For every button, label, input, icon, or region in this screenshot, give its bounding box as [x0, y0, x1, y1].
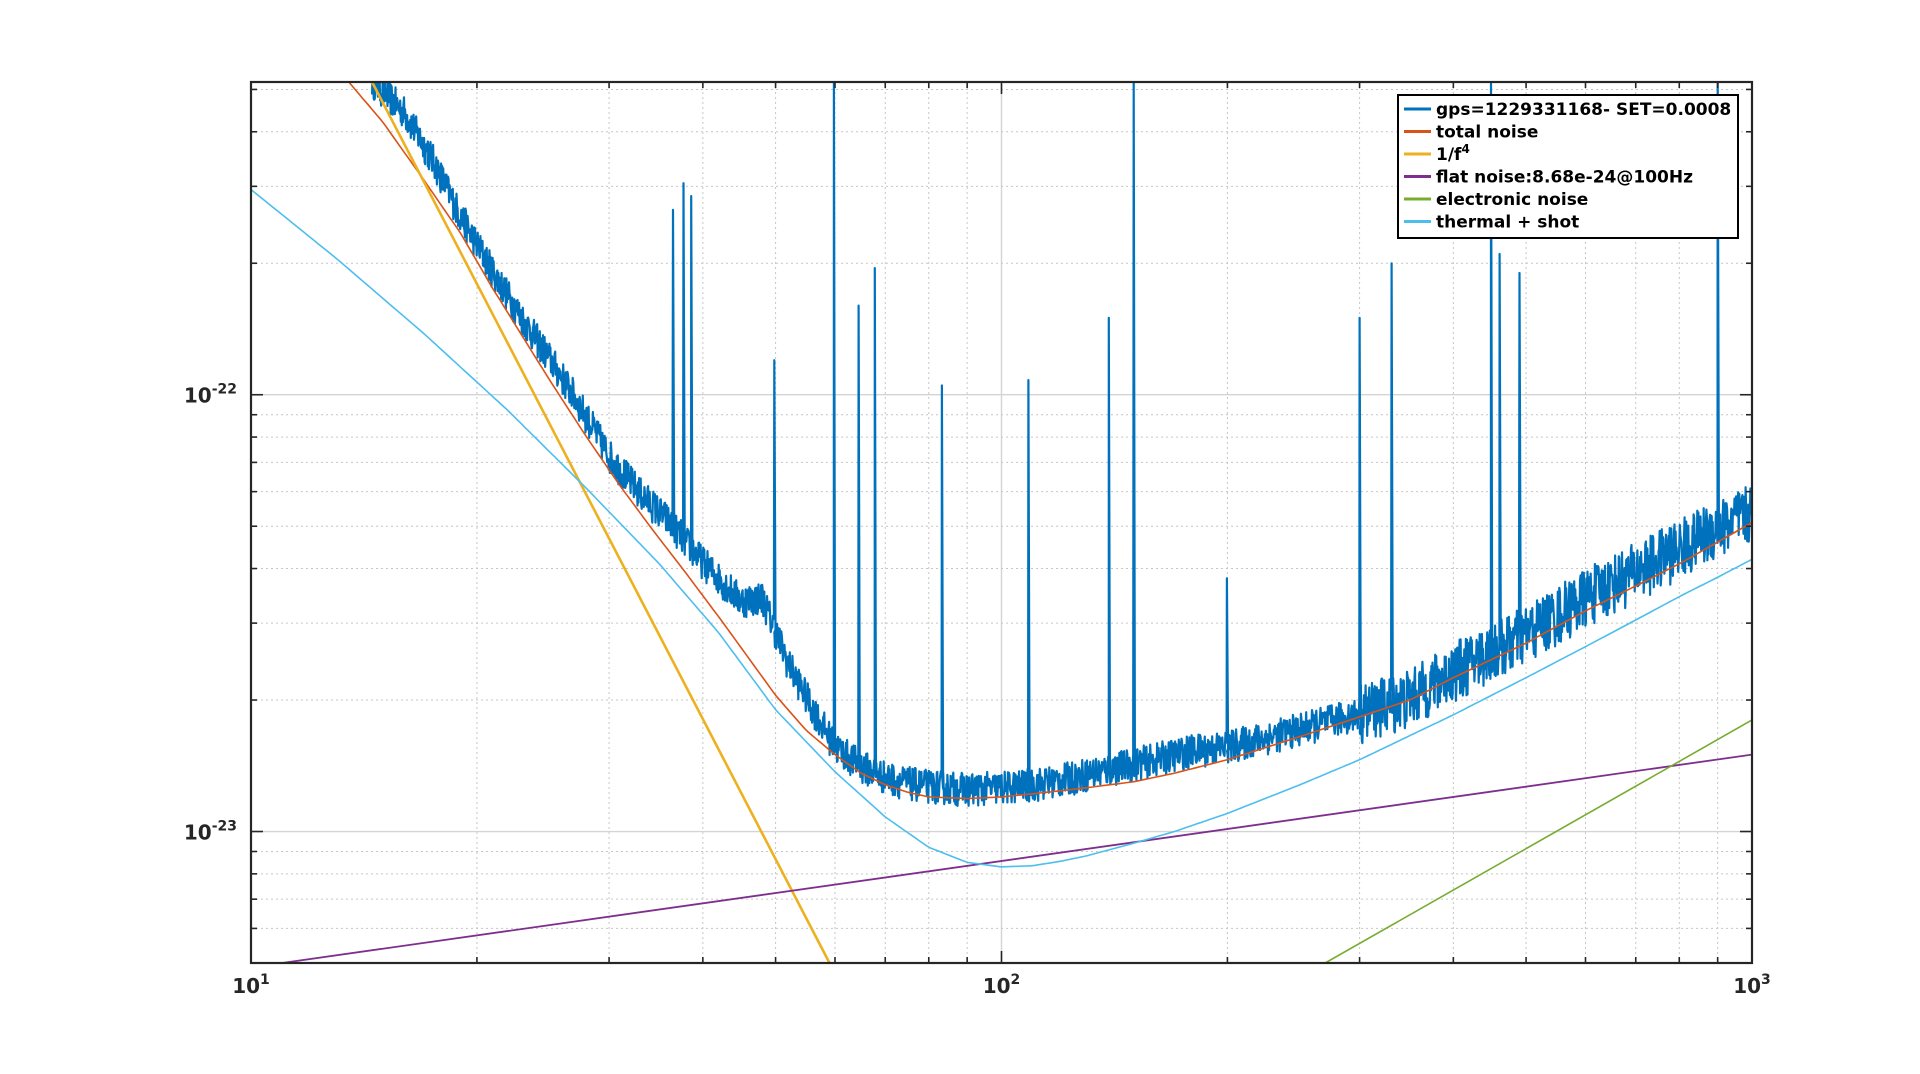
x-tick-label: 102 [983, 972, 1021, 998]
legend-entry: thermal + shot [1436, 213, 1579, 233]
series-line-5 [251, 188, 1752, 868]
series-line-1 [348, 82, 1752, 800]
legend-entry: flat noise:8.68e-24@100Hz [1436, 168, 1693, 188]
x-tick-label: 101 [232, 972, 270, 998]
series-line-4 [1324, 719, 1752, 963]
legend-entry: gps=1229331168- SET=0.0008 [1436, 100, 1731, 120]
axis-ticks: 101 102 103 10-23 10-22 [184, 82, 1771, 998]
legend-entry: total noise [1436, 123, 1538, 143]
legend-entry: 1/f4 [1436, 142, 1470, 165]
series-line-2 [370, 82, 831, 963]
legend-box [1397, 94, 1739, 239]
y-tick-label: 10-22 [184, 382, 237, 408]
legend: gps=1229331168- SET=0.0008 total noise1/f… [1397, 94, 1739, 239]
series-line-0 [371, 82, 1752, 807]
series-line-3 [281, 753, 1752, 963]
y-tick-label: 10-23 [184, 819, 237, 845]
series-lines [251, 82, 1752, 963]
legend-entry: electronic noise [1436, 190, 1588, 210]
x-tick-label: 103 [1733, 972, 1771, 998]
